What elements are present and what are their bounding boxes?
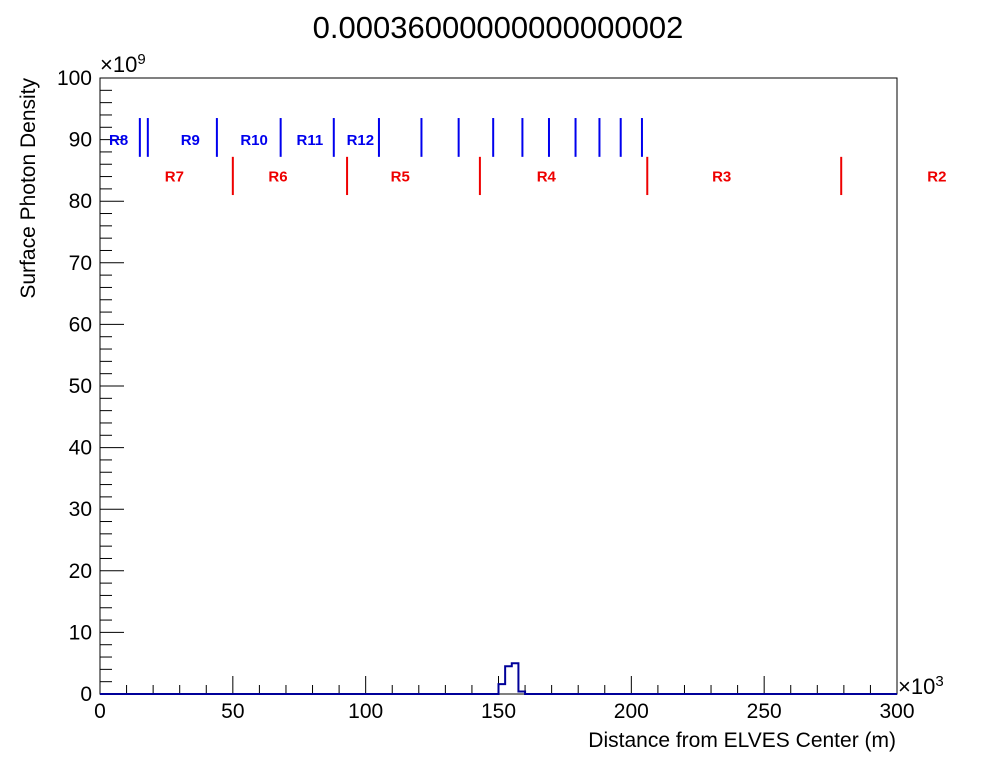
y-tick-label: 0 xyxy=(80,683,92,706)
x-tick-label: 150 xyxy=(481,700,516,723)
chart-title: 0.00036000000000000002 xyxy=(313,10,684,45)
blue-region-label: R12 xyxy=(347,132,375,149)
x-tick-label: 50 xyxy=(221,700,244,723)
y-multiplier: ×109 xyxy=(100,51,146,77)
x-multiplier: ×103 xyxy=(898,673,944,699)
y-tick-label: 20 xyxy=(69,560,92,583)
y-tick-label: 10 xyxy=(69,621,92,644)
histogram-line xyxy=(100,662,897,695)
y-tick-label: 40 xyxy=(69,437,92,460)
histogram xyxy=(100,662,897,695)
x-tick-label: 300 xyxy=(879,700,914,723)
x-axis-label: Distance from ELVES Center (m) xyxy=(588,729,896,752)
region-markers: R8 R9 R10 R11 R12 R7 R6 R5 R4 R3 R2 xyxy=(109,118,946,196)
y-axis-label: Surface Photon Density xyxy=(17,78,40,299)
blue-region-label: R8 xyxy=(109,132,128,149)
red-region-label: R5 xyxy=(391,168,410,185)
x-tick-label: 200 xyxy=(614,700,649,723)
y-tick-label: 30 xyxy=(69,498,92,521)
plot-frame xyxy=(99,77,898,695)
x-tick-label: 250 xyxy=(747,700,782,723)
y-axis: 0 10 20 30 40 50 60 70 80 90 100 xyxy=(57,67,124,706)
y-tick-label: 100 xyxy=(57,67,92,90)
y-tick-label: 70 xyxy=(69,252,92,275)
y-tick-label: 80 xyxy=(69,190,92,213)
blue-region-label: R10 xyxy=(240,132,268,149)
y-tick-label: 60 xyxy=(69,313,92,336)
y-tick-label: 50 xyxy=(69,375,92,398)
red-region-label: R7 xyxy=(165,168,184,185)
red-region-label: R4 xyxy=(537,168,557,185)
x-tick-label: 0 xyxy=(94,700,106,723)
x-tick-label: 100 xyxy=(348,700,383,723)
red-region-label: R6 xyxy=(268,168,287,185)
blue-region-label: R11 xyxy=(297,132,324,149)
x-axis: 0 50 100 150 200 250 300 xyxy=(94,676,915,723)
red-region-label: R2 xyxy=(927,168,946,185)
blue-region-label: R9 xyxy=(181,132,200,149)
red-region-label: R3 xyxy=(712,168,731,185)
y-tick-label: 90 xyxy=(69,129,92,152)
